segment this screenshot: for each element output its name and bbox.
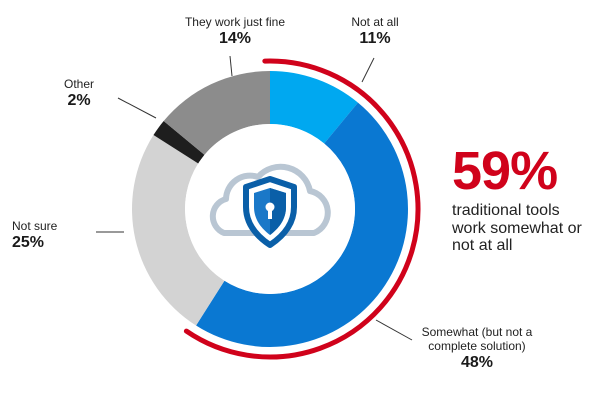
label-name: Other [63, 77, 94, 91]
leader-line-they-work-just-fine [229, 55, 233, 77]
label-value: 11% [359, 29, 391, 47]
label-name: Not sure [12, 219, 58, 233]
label-not-sure: Not sure 25% [12, 219, 92, 252]
label-name: Somewhat (but not a complete solution) [421, 325, 533, 353]
label-value: 25% [12, 233, 45, 251]
label-name: Not at all [351, 15, 399, 29]
slice-not-at-all [270, 71, 358, 144]
highlight-text: traditional tools work somewhat or not a… [452, 202, 582, 255]
label-value: 2% [67, 91, 91, 109]
cloud-shield-lock-icon [209, 163, 331, 248]
highlight-callout: 59% traditional tools work somewhat or n… [452, 144, 592, 255]
label-they-work-just-fine: They work just fine 14% [160, 15, 310, 48]
slice-not-sure [132, 135, 225, 326]
label-other: Other 2% [44, 77, 114, 110]
highlight-arc [183, 58, 421, 360]
leader-line-other [117, 97, 157, 119]
label-value: 14% [218, 29, 252, 47]
label-somewhat: Somewhat (but not a complete solution) 4… [402, 325, 552, 372]
leader-line-not-at-all [361, 57, 375, 83]
slice-they-work-just-fine [163, 71, 270, 155]
highlight-value: 59% [452, 141, 558, 201]
slice-somewhat-but-not-a-complete-solution [196, 102, 409, 347]
leader-lines [96, 55, 413, 341]
label-value: 48% [460, 353, 494, 371]
donut-slices [132, 71, 409, 347]
label-not-at-all: Not at all 11% [330, 15, 420, 48]
slice-other [153, 121, 205, 164]
leader-line-somewhat [375, 319, 413, 341]
label-name: They work just fine [184, 15, 286, 29]
